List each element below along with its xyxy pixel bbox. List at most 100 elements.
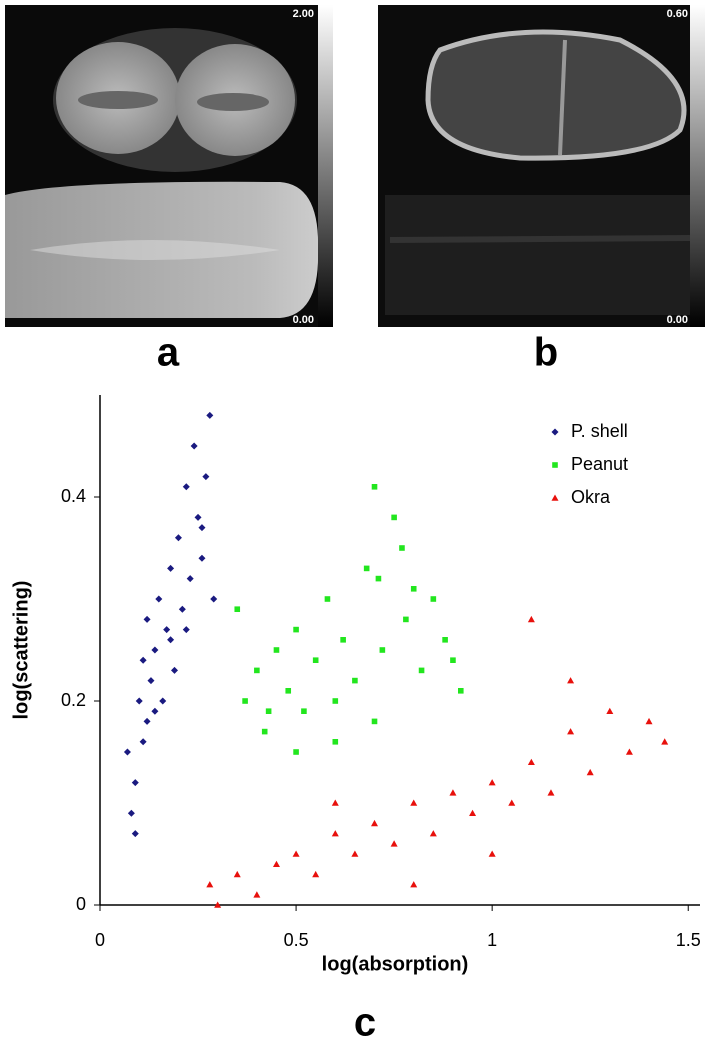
point (527, 615, 535, 623)
point (488, 850, 496, 857)
point (547, 789, 555, 796)
point (450, 657, 456, 663)
point (233, 870, 241, 878)
point (261, 728, 268, 735)
point (661, 738, 669, 745)
point (351, 850, 359, 857)
point (139, 738, 147, 746)
point (586, 768, 594, 776)
point (143, 615, 151, 623)
point (163, 626, 171, 634)
point (254, 667, 260, 674)
x-tick-label: 0 (95, 930, 105, 950)
point (131, 830, 139, 838)
point (469, 809, 477, 816)
point (567, 677, 575, 684)
legend-marker (552, 462, 558, 468)
point (174, 534, 182, 542)
point (198, 524, 206, 532)
colorbar-min: 0.00 (293, 314, 314, 326)
point (182, 626, 190, 634)
point (390, 840, 398, 847)
point (272, 860, 280, 867)
point (379, 647, 386, 653)
point (371, 819, 379, 827)
point (332, 739, 339, 745)
legend-marker (551, 494, 559, 501)
point (159, 697, 167, 705)
y-tick-label: 0.4 (61, 486, 86, 506)
point (457, 688, 464, 694)
point (331, 830, 339, 837)
point (488, 779, 496, 786)
point (332, 698, 339, 704)
legend-label: Peanut (571, 454, 628, 474)
point (430, 596, 437, 602)
point (210, 595, 218, 603)
point (123, 748, 131, 756)
point (143, 717, 151, 725)
point (449, 789, 457, 796)
point (234, 606, 241, 612)
point (625, 748, 633, 755)
point (202, 473, 210, 481)
y-tick-label: 0 (76, 894, 86, 914)
point (410, 881, 418, 888)
point (301, 708, 307, 714)
colorbar-max: 2.00 (293, 8, 314, 20)
point (292, 850, 300, 857)
point (312, 870, 320, 878)
point (403, 616, 409, 623)
point (606, 707, 614, 714)
point (206, 411, 214, 419)
point (508, 799, 516, 806)
panel-a-image: 2.00 0.00 (5, 5, 333, 327)
point (151, 707, 159, 715)
point (135, 697, 143, 705)
point (178, 605, 186, 613)
point (155, 595, 163, 603)
point (206, 881, 214, 888)
point (293, 626, 299, 633)
legend-label: P. shell (571, 421, 628, 441)
point (273, 647, 280, 653)
panel-label: c (354, 1001, 376, 1045)
panel-b-image: 0.60 0.00 (378, 5, 705, 327)
colorbar-max: 0.60 (667, 8, 688, 20)
point (147, 677, 155, 685)
point (418, 667, 425, 674)
point (198, 554, 206, 562)
point (371, 718, 378, 725)
point (645, 717, 653, 725)
x-axis-label: log(absorption) (322, 953, 469, 975)
point (182, 483, 190, 491)
point (139, 656, 147, 664)
point (167, 636, 175, 644)
point (265, 708, 272, 714)
x-tick-label: 0.5 (284, 930, 309, 950)
point (399, 545, 405, 551)
panel-label: b (534, 331, 558, 375)
colorbar-min: 0.00 (667, 314, 688, 326)
series (206, 615, 669, 908)
point (391, 514, 397, 521)
point (242, 698, 248, 704)
point (324, 596, 331, 602)
series (123, 411, 218, 838)
point (285, 688, 292, 694)
point (527, 758, 535, 765)
point (312, 657, 319, 663)
point (131, 779, 139, 787)
point (567, 728, 575, 735)
point (190, 442, 198, 450)
point (167, 564, 175, 572)
point (375, 575, 382, 582)
point (171, 666, 179, 674)
point (363, 565, 370, 572)
point (194, 513, 202, 521)
point (442, 637, 448, 643)
point (340, 637, 346, 643)
panel-label: a (157, 331, 180, 375)
x-tick-label: 1.5 (676, 930, 701, 950)
